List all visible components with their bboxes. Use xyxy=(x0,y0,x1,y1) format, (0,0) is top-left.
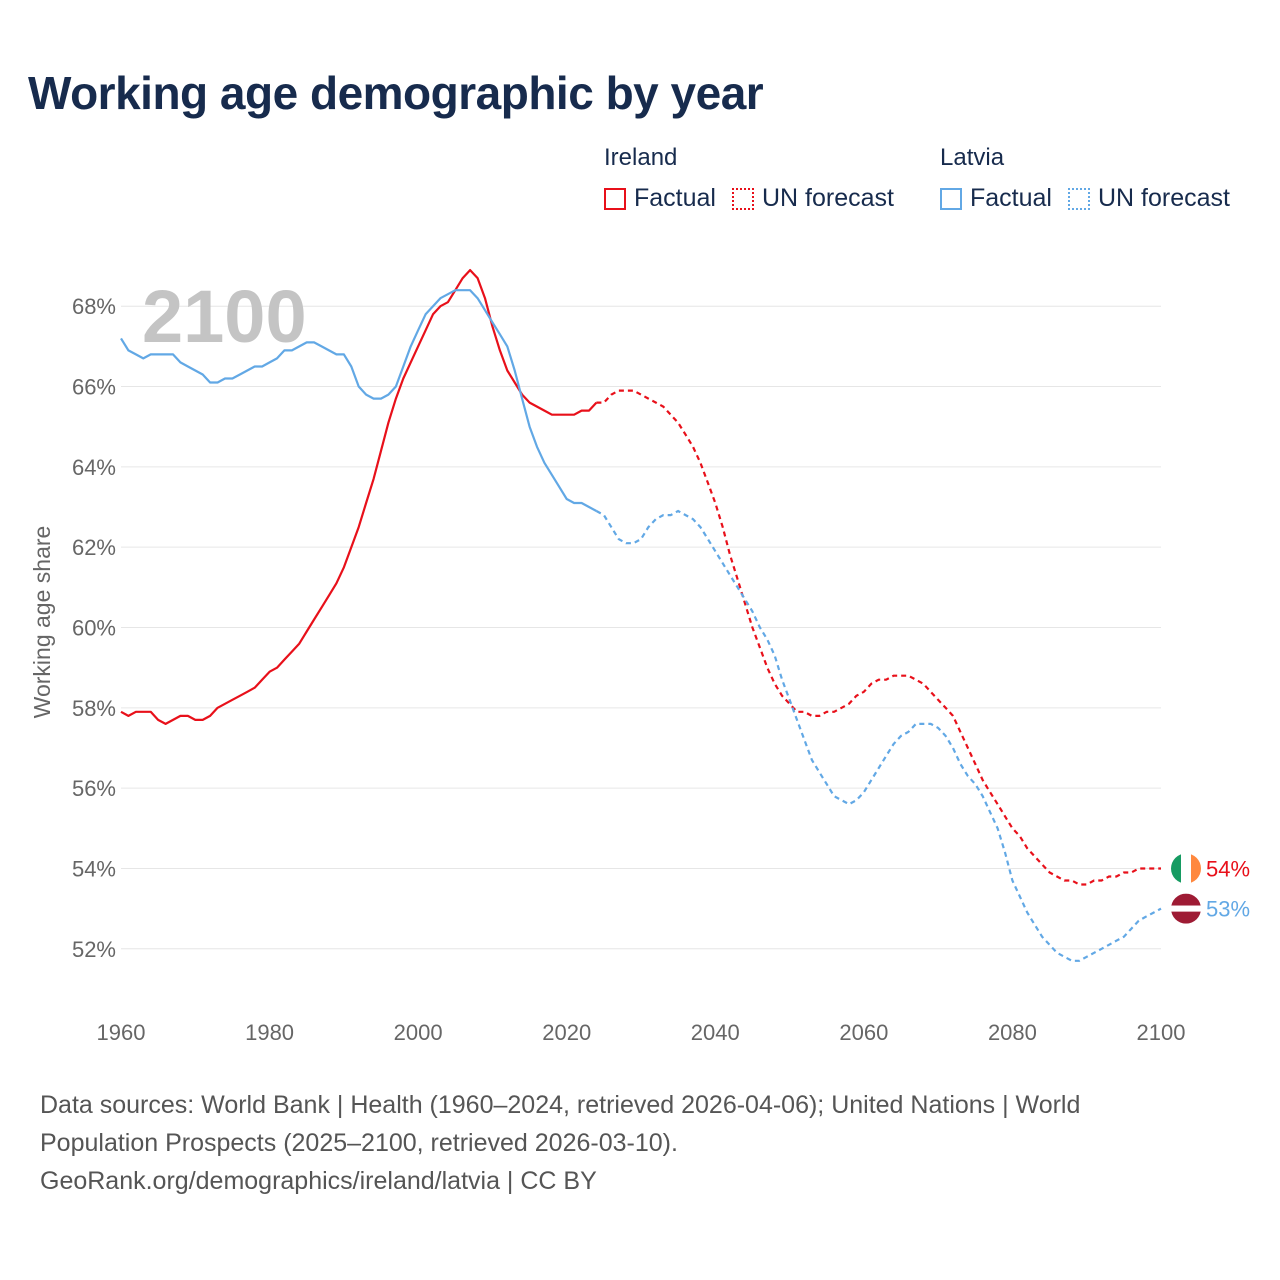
legend-item-label: Factual xyxy=(634,184,716,212)
x-tick-label: 2060 xyxy=(839,1020,888,1045)
y-tick-label: 52% xyxy=(72,937,116,962)
legend-country-label: Ireland xyxy=(604,144,678,171)
y-tick-label: 66% xyxy=(72,375,116,400)
legend-item-ireland-forecast[interactable]: UN forecast xyxy=(731,184,894,213)
swatch-solid-icon xyxy=(940,187,962,210)
footer-line[interactable]: GeoRank.org/demographics/ireland/latvia … xyxy=(40,1167,597,1195)
chart-title: Working age demographic by year xyxy=(28,67,764,119)
line-chart: 52% 54% 56% 58% 60% 62% 64% 66% 68% 1960 1980 2000 2… xyxy=(29,269,1250,1045)
footer-source: Data sources: World Bank | Health (1960–… xyxy=(40,1086,1150,1200)
y-tick-label: 58% xyxy=(72,696,116,721)
legend-item-label: UN forecast xyxy=(1097,184,1230,212)
legend-country-label: Latvia xyxy=(940,144,1005,171)
footer-line: Data sources: World Bank | Health (1960–… xyxy=(40,1091,1081,1119)
year-watermark: 2100 xyxy=(142,275,307,358)
legend-group-ireland: Ireland Factual UN forecast xyxy=(604,144,910,213)
y-tick-label: 64% xyxy=(72,455,116,480)
footer-line: Population Prospects (2025–2100, retriev… xyxy=(40,1129,678,1157)
x-tick-label: 2080 xyxy=(988,1020,1037,1045)
y-tick-label: 54% xyxy=(72,856,116,881)
swatch-dotted-icon xyxy=(731,187,754,210)
x-tick-label: 2100 xyxy=(1137,1020,1186,1045)
latvia-flag-icon xyxy=(1171,893,1201,924)
swatch-dotted-icon xyxy=(1067,187,1090,210)
x-tick-label: 1960 xyxy=(97,1020,146,1045)
swatch-solid-icon xyxy=(604,187,626,210)
legend-item-label: Factual xyxy=(970,184,1052,212)
y-axis-label: Working age share xyxy=(29,526,55,719)
series-line-ireland-forecast xyxy=(596,389,1161,886)
x-tick-label: 2000 xyxy=(394,1020,443,1045)
y-tick-label: 68% xyxy=(72,294,116,319)
end-value-label: 54% xyxy=(1206,856,1250,881)
legend-group-latvia: Latvia Factual UN forecast xyxy=(940,144,1246,213)
x-tick-label: 2040 xyxy=(691,1020,740,1045)
legend-item-ireland-factual[interactable]: Factual xyxy=(604,184,716,213)
legend-item-latvia-forecast[interactable]: UN forecast xyxy=(1067,184,1230,213)
x-tick-label: 2020 xyxy=(542,1020,591,1045)
x-tick-label: 1980 xyxy=(245,1020,294,1045)
legend-item-label: UN forecast xyxy=(761,184,894,212)
series-line-ireland-factual xyxy=(120,269,598,725)
end-value-label: 53% xyxy=(1206,897,1250,922)
ireland-flag-icon xyxy=(1171,853,1201,884)
legend-item-latvia-factual[interactable]: Factual xyxy=(940,184,1052,213)
y-tick-label: 56% xyxy=(72,776,116,801)
series-line-latvia-factual xyxy=(120,289,597,512)
y-tick-label: 62% xyxy=(72,535,116,560)
series-line-latvia-forecast xyxy=(595,509,1162,962)
y-tick-label: 60% xyxy=(72,616,116,641)
